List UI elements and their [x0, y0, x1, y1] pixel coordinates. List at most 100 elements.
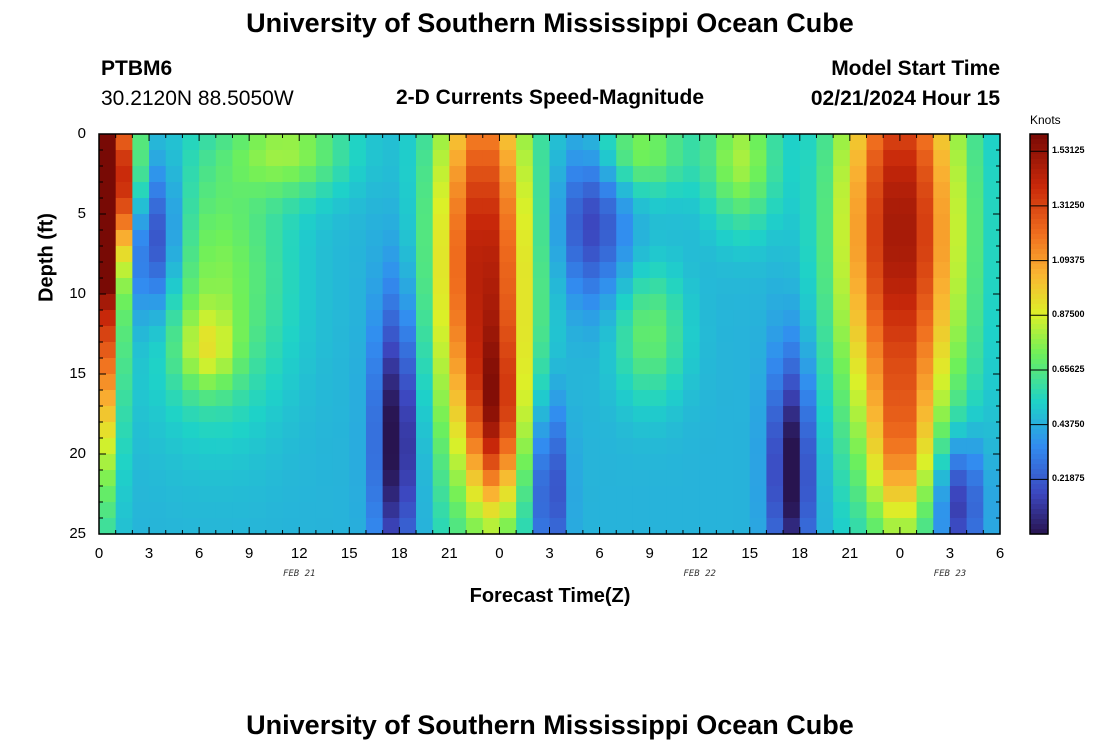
heatmap-cell: [749, 470, 768, 487]
heatmap-cell: [349, 166, 367, 183]
heatmap-cell: [733, 374, 751, 391]
heatmap-cell: [249, 150, 267, 167]
heatmap-cell: [966, 454, 984, 471]
heatmap-cell: [149, 310, 167, 327]
heatmap-cell: [816, 342, 834, 359]
heatmap-cell: [966, 278, 984, 295]
heatmap-cell: [749, 358, 768, 375]
heatmap-cell: [799, 230, 818, 247]
heatmap-cell: [232, 246, 250, 263]
heatmap-cell: [899, 246, 918, 263]
heatmap-cell: [699, 150, 717, 167]
heatmap-cell: [249, 262, 267, 279]
heatmap-cell: [566, 390, 584, 407]
heatmap-cell: [666, 246, 684, 263]
heatmap-cell: [799, 486, 818, 503]
heatmap-cell: [833, 182, 851, 199]
heatmap-cell: [115, 182, 133, 199]
heatmap-cell: [399, 230, 417, 247]
heatmap-cell: [182, 470, 200, 487]
heatmap-cell: [766, 230, 784, 247]
heatmap-cell: [532, 182, 551, 199]
colorbar-swatch: [1030, 299, 1048, 305]
heatmap-cell: [482, 518, 501, 535]
heatmap-cell: [449, 390, 467, 407]
heatmap-cell: [866, 374, 884, 391]
heatmap-cell: [432, 326, 450, 343]
heatmap-cell: [532, 422, 551, 439]
heatmap-cell: [516, 134, 534, 151]
heatmap-cell: [282, 438, 300, 455]
heatmap-cell: [315, 470, 334, 487]
heatmap-cell: [916, 294, 934, 311]
heatmap-cell: [716, 326, 734, 343]
heatmap-cell: [549, 454, 567, 471]
heatmap-cell: [616, 406, 634, 423]
heatmap-cell: [966, 246, 984, 263]
colorbar-swatch: [1030, 394, 1048, 400]
heatmap-cell: [866, 470, 884, 487]
heatmap-cell: [849, 422, 868, 439]
heatmap-cell: [265, 134, 284, 151]
heatmap-cell: [632, 342, 651, 359]
heatmap-cell: [666, 502, 684, 519]
heatmap-cell: [783, 326, 801, 343]
heatmap-cell: [933, 214, 951, 231]
heatmap-cell: [99, 358, 117, 375]
heatmap-cell: [783, 230, 801, 247]
heatmap-cell: [199, 454, 217, 471]
heatmap-cell: [666, 358, 684, 375]
heatmap-cell: [916, 390, 934, 407]
heatmap-cell: [249, 454, 267, 471]
heatmap-cell: [315, 438, 334, 455]
colorbar-swatch: [1030, 514, 1048, 520]
heatmap-cell: [282, 342, 300, 359]
heatmap-cell: [799, 134, 818, 151]
heatmap-cell: [115, 150, 133, 167]
heatmap-cell: [365, 166, 384, 183]
heatmap-cell: [365, 390, 384, 407]
date-label: FEB 21: [282, 569, 316, 579]
heatmap-cell: [449, 374, 467, 391]
heatmap-cell: [532, 390, 551, 407]
heatmap-cell: [249, 326, 267, 343]
heatmap-cell: [883, 310, 901, 327]
heatmap-cell: [566, 262, 584, 279]
heatmap-cell: [115, 470, 133, 487]
heatmap-cell: [365, 214, 384, 231]
heatmap-cell: [616, 166, 634, 183]
heatmap-cell: [783, 182, 801, 199]
heatmap-cell: [432, 390, 450, 407]
heatmap-cell: [132, 166, 150, 183]
heatmap-cell: [582, 502, 601, 519]
heatmap-cell: [99, 502, 117, 519]
heatmap-cell: [382, 454, 400, 471]
heatmap-cell: [666, 198, 684, 215]
heatmap-cell: [99, 422, 117, 439]
heatmap-cell: [232, 342, 250, 359]
heatmap-cell: [766, 406, 784, 423]
heatmap-cell: [382, 230, 400, 247]
heatmap-cell: [749, 326, 768, 343]
heatmap-cell: [382, 438, 400, 455]
heatmap-cell: [516, 326, 534, 343]
heatmap-cell: [416, 406, 434, 423]
heatmap-cell: [232, 406, 250, 423]
heatmap-cell: [799, 454, 818, 471]
heatmap-cell: [349, 470, 367, 487]
colorbar-swatch: [1030, 174, 1048, 180]
heatmap-cell: [315, 230, 334, 247]
heatmap-cell: [349, 358, 367, 375]
heatmap-cell: [616, 150, 634, 167]
heatmap-cell: [983, 406, 1001, 423]
heatmap-cell: [649, 150, 667, 167]
heatmap-cell: [265, 518, 284, 535]
heatmap-cell: [749, 214, 768, 231]
colorbar-swatch: [1030, 434, 1048, 440]
colorbar-swatch: [1030, 269, 1048, 275]
heatmap-cell: [933, 326, 951, 343]
heatmap-cell: [766, 310, 784, 327]
heatmap-cell: [783, 438, 801, 455]
heatmap-cell: [833, 422, 851, 439]
heatmap-cell: [382, 502, 400, 519]
